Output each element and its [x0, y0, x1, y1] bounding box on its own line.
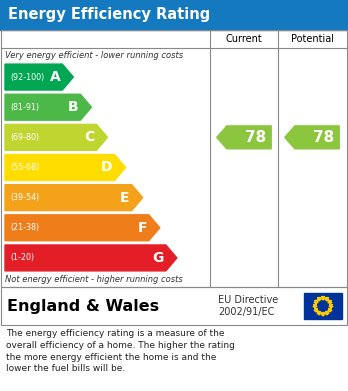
- Text: 78: 78: [313, 130, 334, 145]
- Text: EU Directive
2002/91/EC: EU Directive 2002/91/EC: [218, 295, 278, 317]
- Polygon shape: [317, 311, 321, 315]
- Polygon shape: [5, 215, 160, 241]
- Polygon shape: [313, 304, 317, 308]
- Polygon shape: [328, 300, 332, 304]
- Polygon shape: [5, 185, 143, 211]
- Polygon shape: [325, 297, 329, 301]
- Text: (21-38): (21-38): [10, 223, 39, 232]
- Text: G: G: [152, 251, 164, 265]
- Polygon shape: [321, 296, 325, 300]
- Text: (81-91): (81-91): [10, 103, 39, 112]
- Polygon shape: [285, 126, 339, 149]
- Text: (92-100): (92-100): [10, 73, 44, 82]
- Polygon shape: [5, 154, 126, 181]
- Polygon shape: [321, 312, 325, 316]
- Polygon shape: [314, 300, 318, 304]
- Polygon shape: [5, 64, 73, 90]
- Text: Very energy efficient - lower running costs: Very energy efficient - lower running co…: [5, 50, 183, 59]
- Text: Energy Efficiency Rating: Energy Efficiency Rating: [8, 7, 210, 23]
- Text: Not energy efficient - higher running costs: Not energy efficient - higher running co…: [5, 276, 183, 285]
- Polygon shape: [328, 308, 332, 312]
- Bar: [1, 287, 347, 325]
- Bar: [1, 30, 347, 287]
- Text: The energy efficiency rating is a measure of the
overall efficiency of a home. T: The energy efficiency rating is a measur…: [6, 329, 235, 373]
- Text: (55-68): (55-68): [10, 163, 39, 172]
- Text: A: A: [50, 70, 60, 84]
- Text: B: B: [68, 100, 78, 114]
- Text: 78: 78: [245, 130, 266, 145]
- Polygon shape: [5, 245, 177, 271]
- Text: (39-54): (39-54): [10, 193, 39, 202]
- Text: England & Wales: England & Wales: [7, 298, 159, 314]
- Polygon shape: [314, 308, 318, 312]
- Bar: [304, 293, 342, 319]
- Text: Current: Current: [226, 34, 262, 44]
- Text: Potential: Potential: [291, 34, 333, 44]
- Bar: [0, 0, 348, 30]
- Polygon shape: [5, 94, 92, 120]
- Text: F: F: [137, 221, 147, 235]
- Polygon shape: [5, 124, 108, 150]
- Polygon shape: [317, 297, 321, 301]
- Text: D: D: [101, 160, 113, 174]
- Text: (69-80): (69-80): [10, 133, 39, 142]
- Polygon shape: [217, 126, 271, 149]
- Text: (1-20): (1-20): [10, 253, 34, 262]
- Polygon shape: [329, 304, 333, 308]
- Text: C: C: [84, 130, 95, 144]
- Polygon shape: [325, 311, 329, 315]
- Text: E: E: [120, 191, 130, 204]
